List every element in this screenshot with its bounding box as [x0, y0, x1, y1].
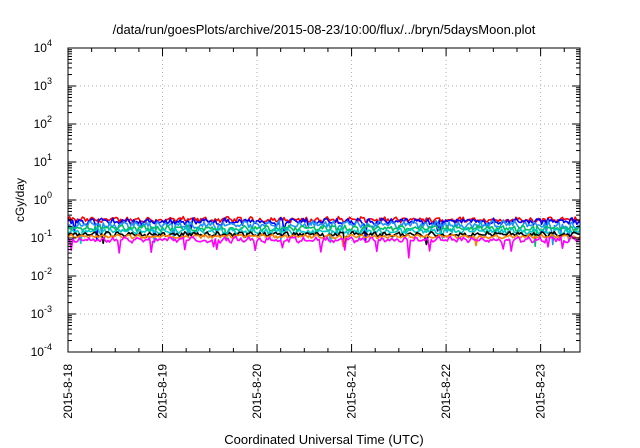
y-tick-exponent: -2 [44, 266, 52, 276]
y-axis-label: cGy/day [13, 178, 27, 222]
y-tick-label: 10-2 [31, 266, 52, 283]
series-line [67, 224, 581, 247]
y-tick-label: 10-1 [31, 228, 52, 245]
grid [68, 48, 580, 352]
series-line [67, 230, 581, 248]
x-axis-label: Coordinated Universal Time (UTC) [224, 432, 423, 447]
series-layer [67, 215, 581, 259]
x-tick-label: 2015-8-21 [345, 364, 359, 419]
y-tick-exponent: 2 [47, 114, 52, 124]
x-axis-ticks: 2015-8-18 2015-8-19 2015-8-20 2015-8-21 2015… [61, 48, 565, 419]
chart-title: /data/run/goesPlots/archive/2015-08-23/1… [113, 22, 536, 37]
series-line [67, 219, 581, 246]
y-tick-exponent: 1 [47, 152, 52, 162]
y-tick-label: 100 [34, 190, 52, 207]
series-line [67, 216, 581, 242]
y-tick-exponent: -3 [44, 304, 52, 314]
y-tick-label: 103 [34, 76, 52, 93]
y-tick-label: 101 [34, 152, 52, 169]
series-line [67, 235, 581, 259]
y-tick-label: 102 [34, 114, 52, 131]
y-tick-exponent: -1 [44, 228, 52, 238]
x-tick-label: 2015-8-20 [250, 364, 264, 419]
x-tick-label: 2015-8-23 [534, 364, 548, 419]
y-tick-label: 104 [34, 38, 52, 55]
x-tick-label: 2015-8-22 [439, 364, 453, 419]
y-tick-label: 10-4 [31, 342, 52, 359]
y-tick-label: 10-3 [31, 304, 52, 321]
y-tick-exponent: -4 [44, 342, 52, 352]
x-tick-label: 2015-8-19 [156, 364, 170, 419]
y-tick-exponent: 0 [47, 190, 52, 200]
y-tick-exponent: 3 [47, 76, 52, 86]
x-tick-label: 2015-8-18 [61, 364, 75, 419]
y-tick-exponent: 4 [47, 38, 52, 48]
